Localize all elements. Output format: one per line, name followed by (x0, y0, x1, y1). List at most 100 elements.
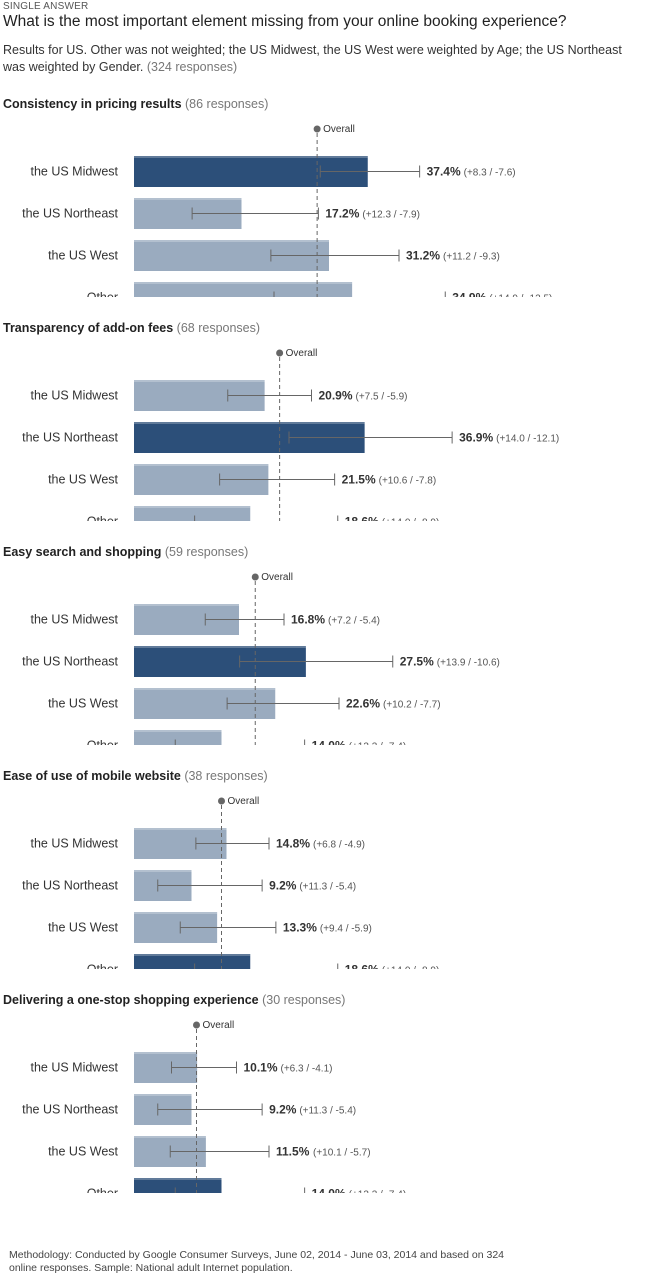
bar-highlight-edge (134, 380, 265, 382)
error-label: (+10.1 / -5.7) (313, 1148, 371, 1159)
category-label: Other (87, 1187, 118, 1194)
error-label: (+6.3 / -4.1) (281, 1064, 333, 1075)
category-label: the US Northeast (22, 1103, 118, 1117)
section-title-text: Ease of use of mobile website (3, 769, 185, 783)
value-label: 27.5% (400, 655, 434, 669)
category-label: the US Northeast (22, 431, 118, 445)
error-label: (+14.0 / -12.1) (496, 434, 559, 445)
answer-type-label: SINGLE ANSWER (3, 1, 89, 12)
error-label: (+8.3 / -7.6) (464, 168, 516, 179)
section-title-text: Transparency of add-on fees (3, 321, 177, 335)
section-title-text: Delivering a one-stop shopping experienc… (3, 993, 263, 1007)
value-label: 34.9% (452, 291, 486, 298)
error-label: (+11.3 / -5.4) (299, 1106, 356, 1117)
bar-chart: the US Midwest 14.8% (+6.8 / -4.9) the US N… (22, 796, 440, 970)
results-subtitle: Results for US. Other was not weighted; … (3, 42, 643, 76)
bar-highlight-edge (134, 688, 276, 690)
section-response-count: (30 responses) (262, 993, 346, 1007)
overall-marker (193, 1021, 200, 1029)
error-label: (+7.2 / -5.4) (328, 616, 380, 627)
overall-label: Overall (286, 348, 318, 359)
category-label: the US West (48, 473, 118, 487)
bar (134, 730, 222, 745)
bar-highlight-edge (134, 1178, 222, 1180)
error-label: (+6.8 / -4.9) (313, 840, 365, 851)
overall-marker (251, 573, 259, 581)
section-title-text: Easy search and shopping (3, 545, 165, 559)
category-label: Other (87, 291, 118, 298)
bar-highlight-edge (134, 954, 251, 956)
category-label: Other (87, 739, 118, 746)
overall-label: Overall (323, 124, 355, 135)
section-response-count: (68 responses) (176, 321, 261, 335)
value-label: 9.2% (269, 879, 297, 893)
question-title: What is the most important element missi… (3, 13, 567, 30)
value-label: 20.9% (319, 389, 353, 403)
value-label: 22.6% (346, 697, 380, 711)
value-label: 10.1% (244, 1061, 278, 1075)
error-label: (+10.6 / -7.8) (379, 476, 437, 487)
section-response-count: (38 responses) (184, 769, 268, 783)
value-label: 13.3% (283, 921, 317, 935)
value-label: 16.8% (291, 613, 325, 627)
bar-chart: the US Midwest 37.4% (+8.3 / -7.6) the US N… (22, 124, 552, 298)
subtitle-text: Results for US. Other was not weighted; … (3, 43, 622, 74)
error-label: (+14.0 / -8.9) (382, 966, 440, 970)
error-label: (+13.3 / -7.4) (349, 742, 407, 746)
bar-highlight-edge (134, 730, 222, 732)
overall-label: Overall (228, 796, 260, 807)
section-response-count: (59 responses) (164, 545, 249, 559)
bar-highlight-edge (134, 604, 239, 606)
category-label: the US Northeast (22, 879, 118, 893)
bar-highlight-edge (134, 1094, 192, 1096)
error-label: (+11.2 / -9.3) (443, 252, 500, 263)
value-label: 17.2% (325, 207, 359, 221)
value-label: 21.5% (342, 473, 376, 487)
overall-marker (276, 349, 284, 357)
section-title-text: Consistency in pricing results (3, 97, 185, 111)
value-label: 37.4% (427, 165, 461, 179)
section-title: Easy search and shopping (59 responses) (3, 545, 248, 559)
overall-marker (313, 125, 321, 133)
error-label: (+11.3 / -5.4) (299, 882, 356, 893)
category-label: Other (87, 963, 118, 970)
category-label: the US Northeast (22, 655, 118, 669)
overall-label: Overall (261, 572, 293, 583)
bar-highlight-edge (134, 464, 269, 466)
bar-chart: the US Midwest 20.9% (+7.5 / -5.9) the US N… (22, 348, 559, 522)
overall-label: Overall (203, 1020, 235, 1031)
bar-highlight-edge (134, 240, 329, 242)
bar (134, 282, 353, 297)
bar (134, 954, 251, 969)
category-label: the US West (48, 249, 118, 263)
section-title: Transparency of add-on fees (68 response… (3, 321, 260, 335)
category-label: the US Midwest (30, 613, 118, 627)
error-label: (+9.4 / -5.9) (320, 924, 372, 935)
error-label: (+12.3 / -7.9) (362, 210, 420, 221)
bar-highlight-edge (134, 828, 227, 830)
bar-highlight-edge (134, 198, 242, 200)
section-response-count: (86 responses) (185, 97, 269, 111)
bar-highlight-edge (134, 646, 306, 648)
value-label: 36.9% (459, 431, 493, 445)
bar (134, 1178, 222, 1193)
bar-highlight-edge (134, 156, 368, 158)
section-title: Consistency in pricing results (86 respo… (3, 97, 268, 111)
bar-highlight-edge (134, 1052, 198, 1054)
bar-highlight-edge (134, 912, 218, 914)
value-label: 18.6% (345, 963, 379, 970)
category-label: Other (87, 515, 118, 522)
value-label: 14.8% (276, 837, 310, 851)
category-label: the US West (48, 921, 118, 935)
category-label: the US West (48, 697, 118, 711)
bar-highlight-edge (134, 1136, 206, 1138)
category-label: the US Northeast (22, 207, 118, 221)
value-label: 9.2% (269, 1103, 297, 1117)
value-label: 11.5% (276, 1145, 310, 1159)
category-label: the US Midwest (30, 165, 118, 179)
section-title: Ease of use of mobile website (38 respon… (3, 769, 268, 783)
bar (134, 506, 251, 521)
category-label: the US Midwest (30, 837, 118, 851)
overall-marker (218, 797, 225, 805)
error-label: (+13.3 / -7.4) (349, 1190, 407, 1194)
